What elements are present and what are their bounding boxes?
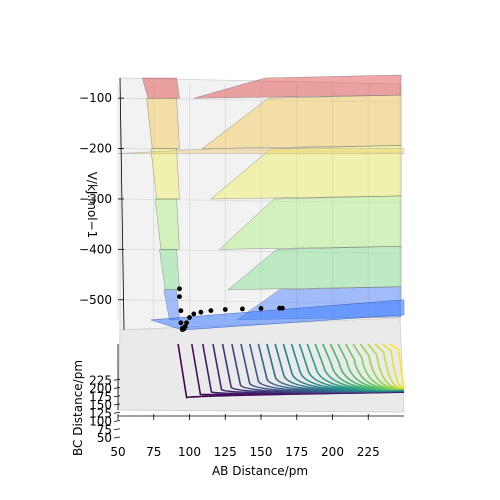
x-tick-label: 100 (178, 445, 201, 459)
trajectory-point (184, 320, 190, 326)
y-tick-label: 150 (89, 398, 112, 412)
trajectory-point (187, 315, 192, 320)
y-tick-label: 100 (89, 415, 112, 429)
surface-band-right (201, 94, 402, 149)
y-tick-mark (113, 411, 121, 414)
z-axis-label: V/kJ.mol−1 (85, 172, 99, 239)
surface-band-left (150, 148, 180, 200)
y-tick-label: 175 (89, 390, 112, 404)
x-tick-label: 150 (250, 445, 273, 459)
z-axis: −100 −200 −300 −400 −500 V/kJ.mol−1 (79, 77, 125, 331)
surface-band-left (142, 77, 180, 99)
z-tick-label: −500 (79, 293, 112, 307)
z-tick-label: −100 (79, 91, 112, 105)
trajectory-point (222, 307, 228, 312)
y-tick-label: 200 (89, 382, 112, 396)
y-tick-mark (113, 395, 121, 398)
y-tick-label: 50 (97, 431, 112, 445)
energy-surface (117, 74, 405, 331)
trajectory-point (208, 308, 214, 313)
z-tick-label: −300 (79, 192, 112, 206)
z-tick-label: −400 (79, 242, 112, 256)
contour-line (389, 343, 405, 389)
grid-line-z (119, 249, 401, 254)
surface-band-right (219, 195, 402, 250)
trajectory-point (177, 294, 182, 299)
y-axis-label: BC Distance/pm (71, 360, 85, 456)
grid-line-z (119, 97, 401, 103)
trajectory-point (240, 306, 245, 312)
x-axis: 50 75 100 125 150 175 200 225 AB Distance/pm (110, 414, 404, 478)
trajectory-point (178, 320, 184, 326)
contour-line (381, 343, 405, 389)
reaction-trajectory (177, 286, 285, 332)
surface-well (150, 299, 405, 331)
trajectory-point (280, 305, 285, 311)
surface-band-left (146, 98, 180, 149)
surface-band-right (193, 74, 402, 99)
x-tick-label: 125 (214, 445, 237, 459)
grid-lines (117, 84, 401, 320)
y-tick-mark (113, 428, 121, 431)
x-axis-label: AB Distance/pm (212, 464, 308, 478)
trajectory-point (258, 306, 264, 311)
floor-pane (117, 317, 405, 413)
surface-band-right (227, 246, 402, 290)
y-tick-mark (113, 403, 121, 406)
x-tick-label: 75 (146, 445, 161, 459)
grid-line-z (119, 198, 401, 204)
z-ticks: −100 −200 −300 −400 −500 (79, 91, 124, 307)
y-tick-mark (113, 420, 121, 422)
x-ticks: 50 75 100 125 150 175 200 225 (110, 414, 380, 459)
x-tick-label: 50 (110, 445, 125, 459)
trajectory-point (182, 324, 188, 329)
y-tick-label: 225 (89, 373, 112, 387)
z-axis-line (119, 77, 125, 331)
x-tick-label: 175 (285, 445, 308, 459)
trajectory-point (198, 309, 204, 315)
surface-band-right (210, 145, 402, 200)
surface-band-left (155, 198, 180, 250)
trajectory-point (191, 311, 197, 317)
y-tick-mark (113, 387, 121, 389)
plateau-plane (117, 148, 405, 154)
x-tick-label: 225 (357, 445, 380, 459)
grid-line-z (119, 148, 401, 153)
y-tick-mark (113, 378, 121, 381)
trajectory-point (178, 308, 184, 314)
y-tick-label: 125 (89, 406, 112, 420)
y-tick-label: 75 (97, 423, 112, 437)
grid-line-z (119, 299, 401, 305)
x-tick-label: 200 (321, 445, 344, 459)
contour-plot (177, 343, 405, 399)
z-tick-label: −200 (79, 142, 112, 156)
y-tick-mark (113, 436, 121, 439)
trajectory-point (177, 286, 182, 292)
